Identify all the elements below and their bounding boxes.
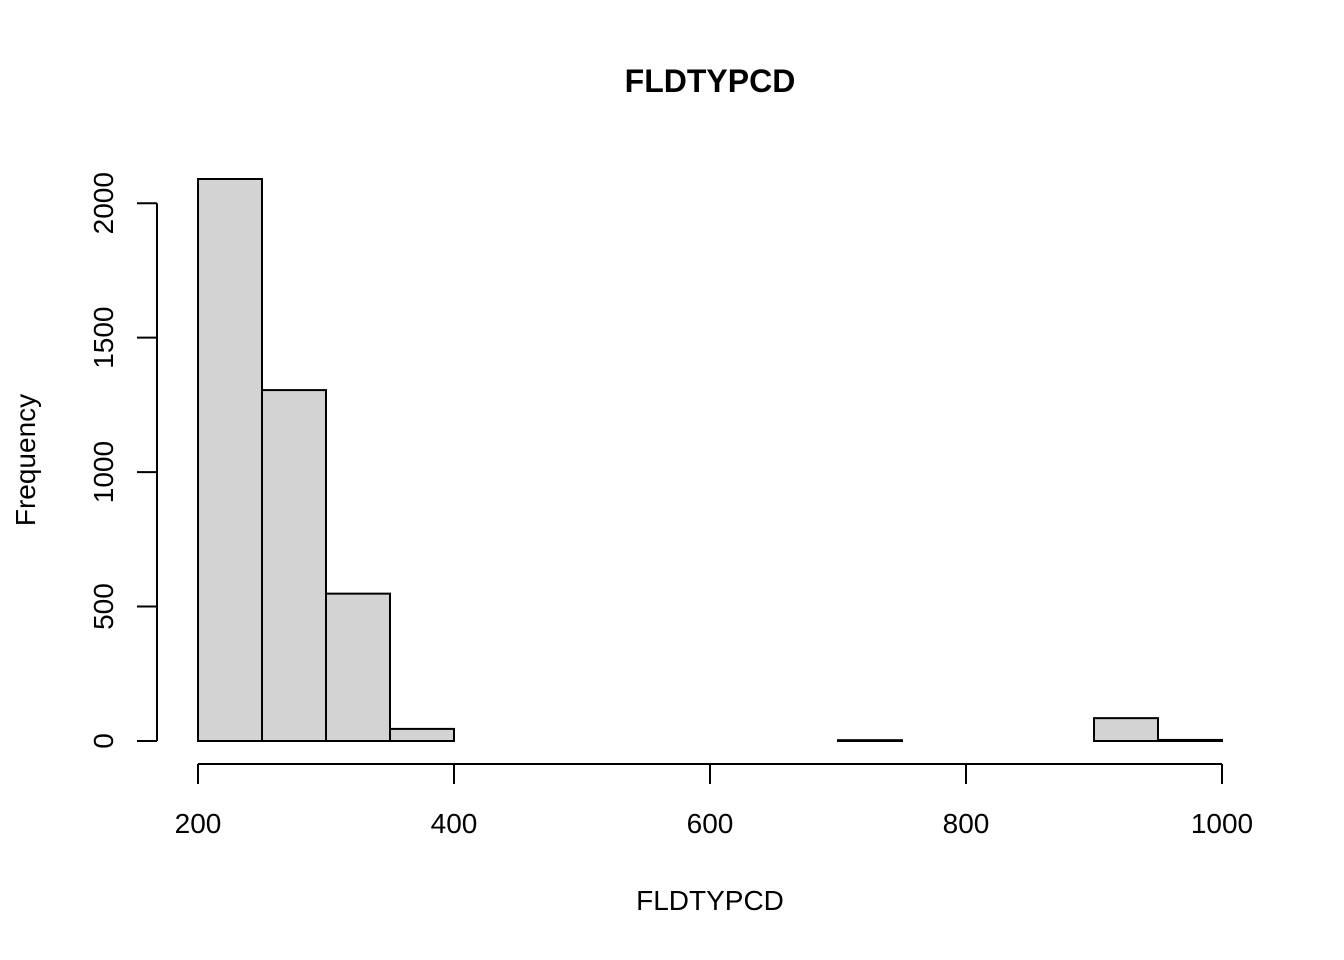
chart-title: FLDTYPCD xyxy=(625,63,796,99)
x-tick-label: 400 xyxy=(431,808,478,839)
x-axis: 200 400 600 800 1000 xyxy=(175,763,1253,839)
x-tick-label: 800 xyxy=(943,808,990,839)
y-axis-label: Frequency xyxy=(10,394,41,526)
histogram-bar xyxy=(1157,738,1223,742)
histogram-bar xyxy=(1093,717,1159,743)
y-axis: 0 500 1000 1500 2000 xyxy=(88,172,158,749)
histogram-bar xyxy=(261,389,327,742)
histogram-bar xyxy=(197,178,263,742)
y-tick-label: 0 xyxy=(88,733,119,749)
x-tick-label: 1000 xyxy=(1191,808,1253,839)
histogram-bar xyxy=(325,592,391,742)
histogram-bar xyxy=(389,727,455,743)
y-tick-label: 1000 xyxy=(88,441,119,503)
y-tick-label: 500 xyxy=(88,583,119,630)
y-tick-label: 1500 xyxy=(88,307,119,369)
x-tick-label: 200 xyxy=(175,808,222,839)
x-axis-label: FLDTYPCD xyxy=(636,885,784,916)
bars-group xyxy=(197,178,1223,743)
y-tick-label: 2000 xyxy=(88,172,119,234)
x-tick-label: 600 xyxy=(687,808,734,839)
histogram-bar xyxy=(837,739,903,742)
